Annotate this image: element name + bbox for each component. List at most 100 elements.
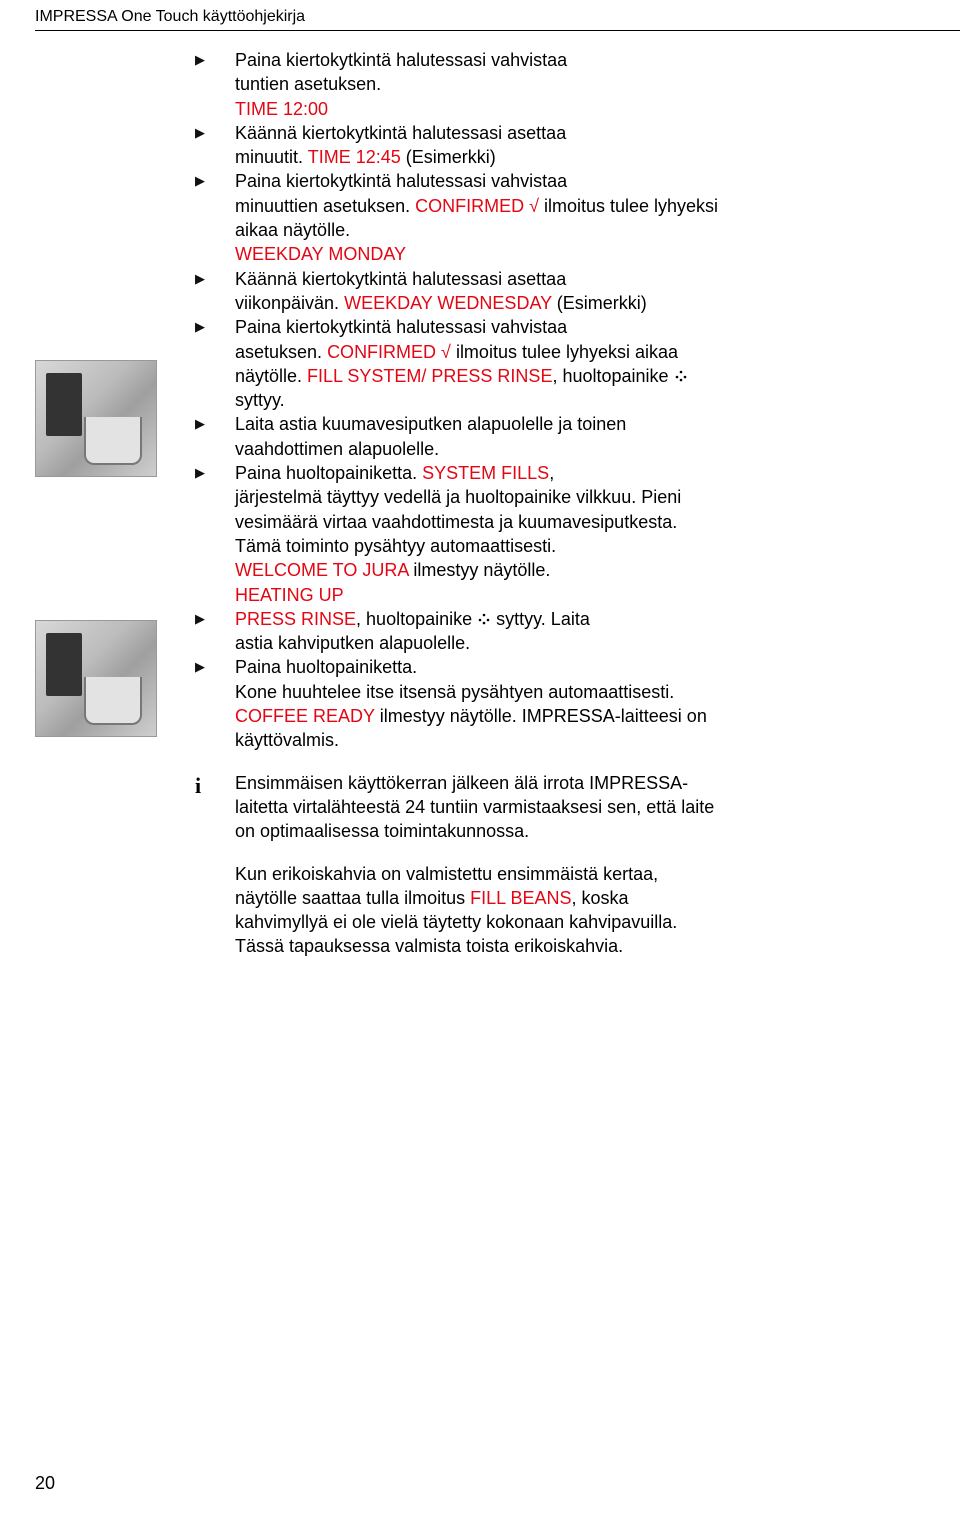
instruction-line: vesimäärä virtaa vaahdottimesta ja kuuma…: [195, 510, 960, 534]
text-run: , koska: [572, 888, 629, 908]
text-run: Paina kiertokytkintä halutessasi vahvist…: [235, 317, 567, 337]
line-body: asetuksen. CONFIRMED √ ilmoitus tulee ly…: [235, 340, 960, 364]
instruction-line: TIME 12:00: [195, 97, 960, 121]
instruction-line: syttyy.: [195, 388, 960, 412]
line-body: näytölle. FILL SYSTEM/ PRESS RINSE, huol…: [235, 364, 960, 388]
text-run: SYSTEM FILLS: [422, 463, 549, 483]
text-run: näytölle.: [235, 366, 307, 386]
line-body: Laita astia kuumavesiputken alapuolelle …: [235, 412, 960, 436]
text-run: viikonpäivän.: [235, 293, 344, 313]
bullet-marker: [195, 607, 235, 629]
product-image-1: [35, 360, 157, 477]
instruction-line: Käännä kiertokytkintä halutessasi asetta…: [195, 121, 960, 145]
text-run: syttyy. Laita: [491, 609, 590, 629]
text-run: minuuttien asetuksen.: [235, 196, 415, 216]
text-run: kahvimyllyä ei ole vielä täytetty kokona…: [235, 912, 677, 932]
text-run: Kun erikoiskahvia on valmistettu ensimmä…: [235, 864, 658, 884]
line-body: Käännä kiertokytkintä halutessasi asetta…: [235, 121, 960, 145]
line-body: vesimäärä virtaa vaahdottimesta ja kuuma…: [235, 510, 960, 534]
text-run: Kone huuhtelee itse itsensä pysähtyen au…: [235, 682, 674, 702]
instruction-line: näytölle. FILL SYSTEM/ PRESS RINSE, huol…: [195, 364, 960, 388]
text-run: järjestelmä täyttyy vedellä ja huoltopai…: [235, 487, 681, 507]
text-run: Käännä kiertokytkintä halutessasi asetta…: [235, 269, 566, 289]
instruction-line: Paina huoltopainiketta.: [195, 655, 960, 679]
text-run: Paina kiertokytkintä halutessasi vahvist…: [235, 50, 567, 70]
text-run: Käännä kiertokytkintä halutessasi asetta…: [235, 123, 566, 143]
text-run: Tässä tapauksessa valmista toista erikoi…: [235, 936, 623, 956]
line-body: TIME 12:00: [235, 97, 960, 121]
last-para: Kun erikoiskahvia on valmistettu ensimmä…: [195, 862, 960, 959]
instruction-line: Paina huoltopainiketta. SYSTEM FILLS,: [195, 461, 960, 485]
instruction-line: tuntien asetuksen.: [195, 72, 960, 96]
text-run: syttyy.: [235, 390, 285, 410]
instruction-line: Tämä toiminto pysähtyy automaattisesti.: [195, 534, 960, 558]
content-block: Paina kiertokytkintä halutessasi vahvist…: [195, 48, 960, 959]
text-run: Laita astia kuumavesiputken alapuolelle …: [235, 414, 626, 434]
instruction-line: HEATING UP: [195, 583, 960, 607]
line-body: astia kahviputken alapuolelle.: [235, 631, 960, 655]
bullet-marker: [195, 655, 235, 677]
bullet-marker: [195, 169, 235, 191]
text-run: aikaa näytölle.: [235, 220, 350, 240]
instruction-line: COFFEE READY ilmestyy näytölle. IMPRESSA…: [195, 704, 960, 728]
line-body: Paina kiertokytkintä halutessasi vahvist…: [235, 48, 960, 72]
info-line: on optimaalisessa toimintakunnossa.: [235, 819, 960, 843]
bullet-marker: [195, 267, 235, 289]
line-body: järjestelmä täyttyy vedellä ja huoltopai…: [235, 485, 960, 509]
text-run: käyttövalmis.: [235, 730, 339, 750]
header-underline: [35, 30, 960, 31]
dots-icon: [674, 369, 688, 383]
instruction-line: aikaa näytölle.: [195, 218, 960, 242]
info-body: Ensimmäisen käyttökerran jälkeen älä irr…: [235, 771, 960, 844]
text-run: minuutit.: [235, 147, 308, 167]
text-run: TIME 12:45: [308, 147, 401, 167]
line-body: viikonpäivän. WEEKDAY WEDNESDAY (Esimerk…: [235, 291, 960, 315]
page-header: IMPRESSA One Touch käyttöohjekirja: [35, 8, 305, 26]
instruction-line: Paina kiertokytkintä halutessasi vahvist…: [195, 48, 960, 72]
text-run: , huoltopainike: [356, 609, 477, 629]
text-run: TIME 12:00: [235, 99, 328, 119]
text-run: PRESS RINSE: [235, 609, 356, 629]
text-run: WELCOME TO JURA: [235, 560, 408, 580]
text-run: vaahdottimen alapuolelle.: [235, 439, 439, 459]
para-line: näytölle saattaa tulla ilmoitus FILL BEA…: [235, 886, 960, 910]
para-line: Tässä tapauksessa valmista toista erikoi…: [235, 934, 960, 958]
text-run: WEEKDAY WEDNESDAY: [344, 293, 552, 313]
instruction-line: Paina kiertokytkintä halutessasi vahvist…: [195, 169, 960, 193]
text-run: asetuksen.: [235, 342, 327, 362]
line-body: Paina huoltopainiketta.: [235, 655, 960, 679]
text-run: tuntien asetuksen.: [235, 74, 381, 94]
text-run: FILL SYSTEM/ PRESS RINSE: [307, 366, 552, 386]
para-body: Kun erikoiskahvia on valmistettu ensimmä…: [235, 862, 960, 959]
line-body: Kone huuhtelee itse itsensä pysähtyen au…: [235, 680, 960, 704]
line-body: Käännä kiertokytkintä halutessasi asetta…: [235, 267, 960, 291]
instruction-line: minuutit. TIME 12:45 (Esimerkki): [195, 145, 960, 169]
text-run: ilmestyy näytölle. IMPRESSA-laitteesi on: [375, 706, 707, 726]
line-body: Tämä toiminto pysähtyy automaattisesti.: [235, 534, 960, 558]
bullet-marker: [195, 48, 235, 70]
info-line: Ensimmäisen käyttökerran jälkeen älä irr…: [235, 771, 960, 795]
line-body: tuntien asetuksen.: [235, 72, 960, 96]
line-body: HEATING UP: [235, 583, 960, 607]
line-body: aikaa näytölle.: [235, 218, 960, 242]
instruction-line: WELCOME TO JURA ilmestyy näytölle.: [195, 558, 960, 582]
instruction-line: järjestelmä täyttyy vedellä ja huoltopai…: [195, 485, 960, 509]
instruction-line: PRESS RINSE, huoltopainike syttyy. Laita: [195, 607, 960, 631]
instruction-line: WEEKDAY MONDAY: [195, 242, 960, 266]
line-body: WEEKDAY MONDAY: [235, 242, 960, 266]
text-run: vesimäärä virtaa vaahdottimesta ja kuuma…: [235, 512, 677, 532]
line-body: Paina huoltopainiketta. SYSTEM FILLS,: [235, 461, 960, 485]
text-run: WEEKDAY MONDAY: [235, 244, 406, 264]
line-body: Paina kiertokytkintä halutessasi vahvist…: [235, 169, 960, 193]
page-number: 20: [35, 1473, 55, 1494]
product-image-2: [35, 620, 157, 737]
text-run: ilmestyy näytölle.: [408, 560, 550, 580]
instruction-line: Käännä kiertokytkintä halutessasi asetta…: [195, 267, 960, 291]
line-body: minuuttien asetuksen. CONFIRMED √ ilmoit…: [235, 194, 960, 218]
text-run: ilmoitus tulee lyhyeksi: [539, 196, 718, 216]
line-body: PRESS RINSE, huoltopainike syttyy. Laita: [235, 607, 960, 631]
instruction-line: minuuttien asetuksen. CONFIRMED √ ilmoit…: [195, 194, 960, 218]
instruction-line: viikonpäivän. WEEKDAY WEDNESDAY (Esimerk…: [195, 291, 960, 315]
info-icon: i: [195, 771, 235, 801]
instruction-line: Laita astia kuumavesiputken alapuolelle …: [195, 412, 960, 436]
